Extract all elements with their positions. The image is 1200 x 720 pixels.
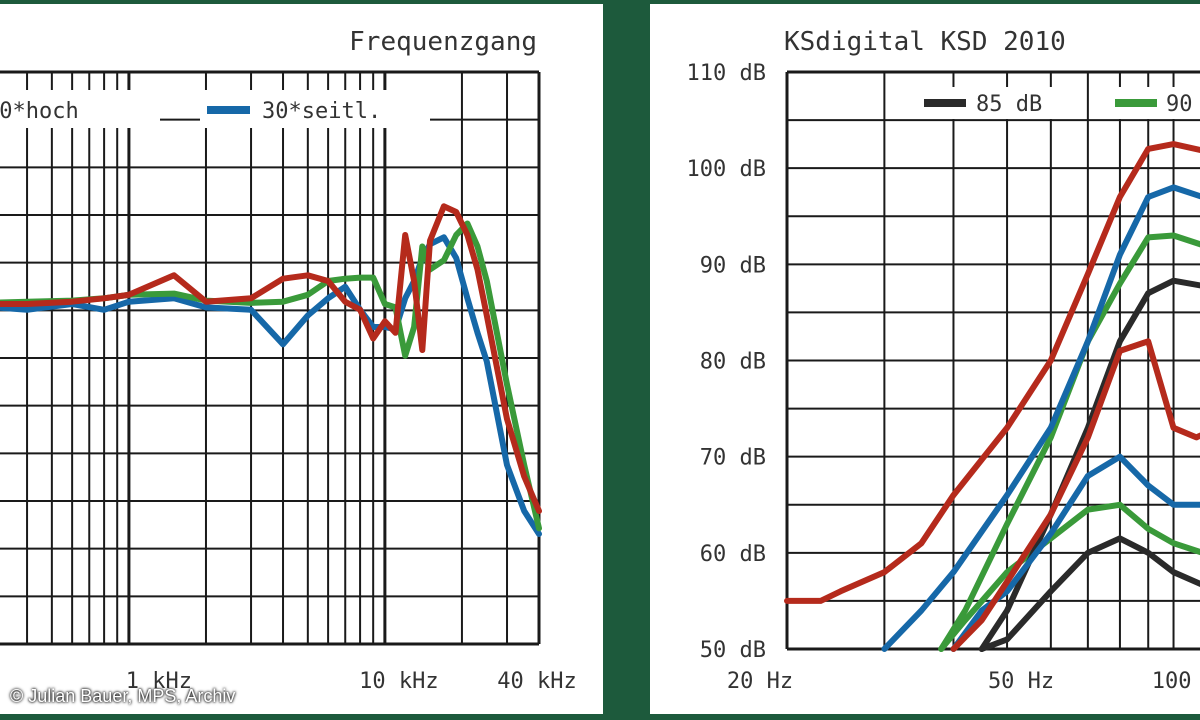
x-tick-label: 10 kHz [359,669,438,694]
legend-label: 90 [1166,92,1193,117]
right-chart-title: KSdigital KSD 2010 [784,27,1066,57]
left-chart-title: Frequenzgang [349,27,537,57]
legend-label: 85 dB [976,92,1042,117]
legend-label: 30*seitl. [262,99,381,124]
series-line [0,220,542,532]
right-chart-panel: 110 dB 100 dB 90 dB 80 dB 70 dB 60 dB 50 dB 85 … [650,4,1200,714]
x-tick-label: 100 Hz [1152,669,1200,694]
frequency-response-chart: 10*hoch 30*seitl. 1 kHz 10 kHz 40 kHz [0,70,577,694]
x-tick-label: 1 kHz [126,669,192,694]
y-tick-label: 60 dB [700,542,766,567]
series-line [938,232,1200,652]
ksd2010-level-chart: 110 dB 100 dB 90 dB 80 dB 70 dB 60 dB 50 dB 85 … [687,61,1200,694]
legend-label: 10*hoch [0,99,79,124]
photo-credit: © Julian Bauer, MPS, Archiv [10,686,236,706]
y-tick-label: 80 dB [700,350,766,375]
y-tick-label: 70 dB [700,446,766,471]
y-tick-label: 110 dB [687,61,766,86]
series-line [881,184,1200,652]
y-tick-label: 50 dB [700,638,766,663]
x-tick-label: 40 kHz [497,669,576,694]
series-line [950,338,1200,652]
legend-background [0,90,160,128]
series-line [950,453,1200,652]
series-line [784,141,1200,604]
x-tick-label: 20 Hz [727,669,793,694]
left-chart-panel: 10*hoch 30*seitl. 1 kHz 10 kHz 40 kHz Freque… [0,4,603,714]
series-line [978,535,1200,652]
series-line [938,501,1200,652]
series-line [0,234,542,537]
series-line [0,203,542,514]
y-tick-label: 100 dB [687,157,766,182]
y-tick-label: 90 dB [700,253,766,278]
x-tick-label: 50 Hz [988,669,1054,694]
